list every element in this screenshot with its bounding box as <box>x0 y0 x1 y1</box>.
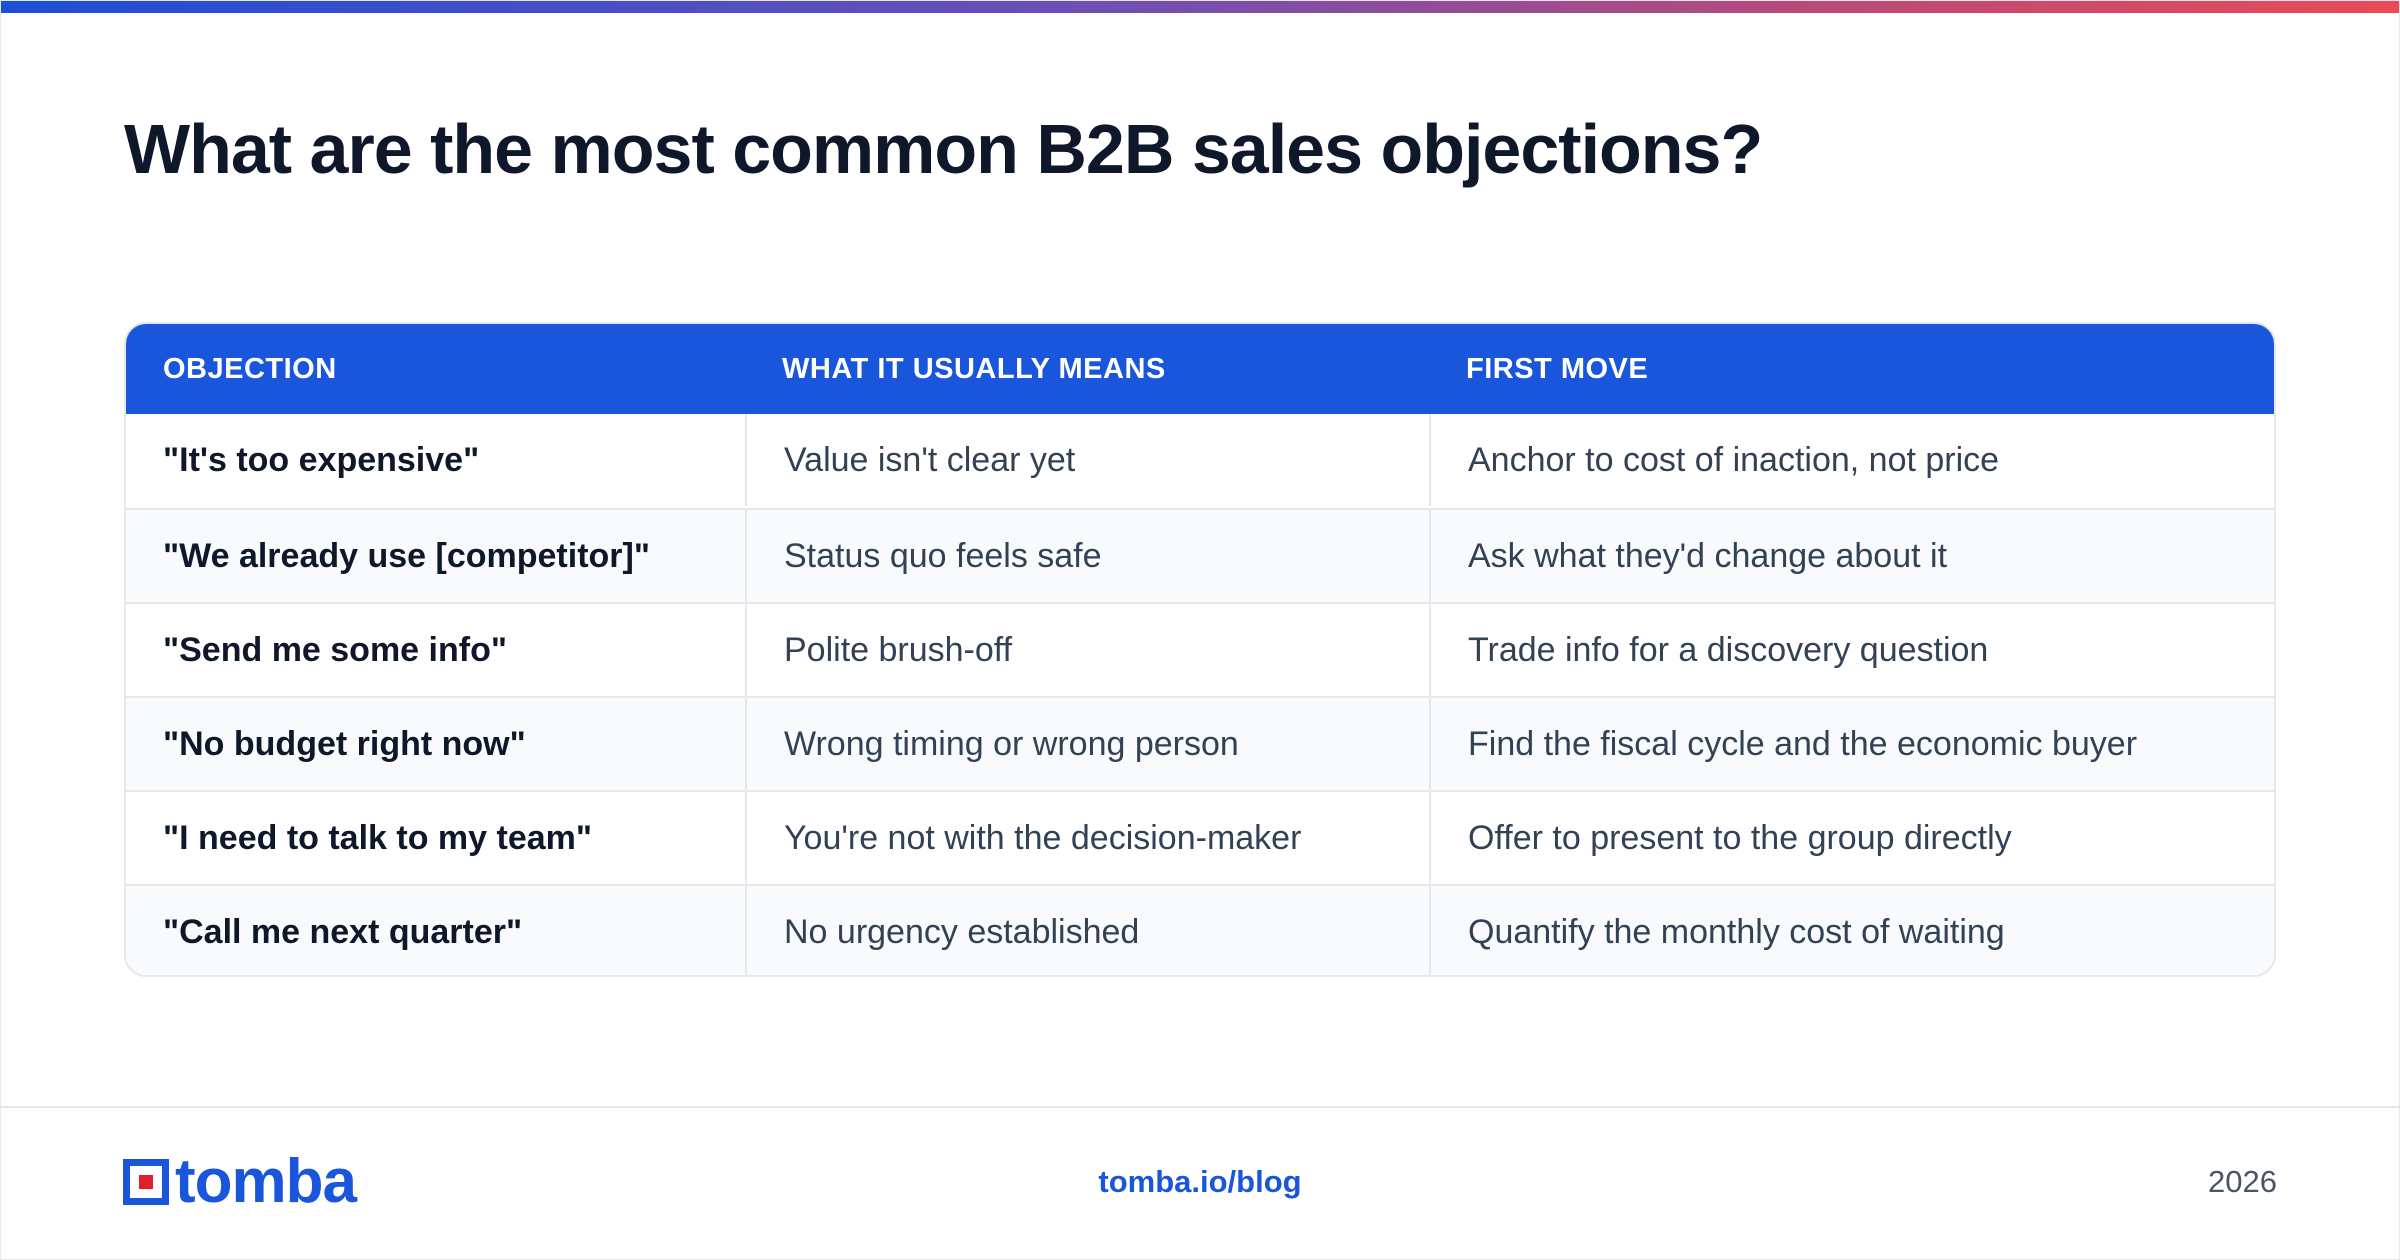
meaning-cell: Polite brush-off <box>745 604 1429 696</box>
objection-cell: "Call me next quarter" <box>163 913 523 951</box>
table-body: "It's too expensive" Value isn't clear y… <box>126 414 2274 975</box>
tomba-logo: tomba <box>123 1147 357 1216</box>
page-title: What are the most common B2B sales objec… <box>124 110 1763 188</box>
first-move-cell: Quantify the monthly cost of waiting <box>1429 886 2274 975</box>
first-move-cell: Trade info for a discovery question <box>1429 604 2274 696</box>
first-move-cell: Find the fiscal cycle and the economic b… <box>1429 698 2274 790</box>
table-row: "We already use [competitor]" Status quo… <box>126 508 2274 602</box>
table-row: "I need to talk to my team" You're not w… <box>126 790 2274 884</box>
header-meaning: WHAT IT USUALLY MEANS <box>782 353 1166 385</box>
objection-cell: "Send me some info" <box>163 631 507 669</box>
header-objection: OBJECTION <box>163 353 337 385</box>
objection-cell: "No budget right now" <box>163 725 526 763</box>
table-header: OBJECTION WHAT IT USUALLY MEANS FIRST MO… <box>126 324 2274 414</box>
logo-wordmark: tomba <box>175 1147 357 1216</box>
meaning-cell: Value isn't clear yet <box>745 414 1429 506</box>
first-move-cell: Offer to present to the group directly <box>1429 792 2274 884</box>
objection-cell: "It's too expensive" <box>163 441 480 479</box>
objections-table: OBJECTION WHAT IT USUALLY MEANS FIRST MO… <box>124 322 2276 977</box>
meaning-cell: No urgency established <box>745 886 1429 975</box>
first-move-cell: Ask what they'd change about it <box>1429 510 2274 602</box>
table-row: "Send me some info" Polite brush-off Tra… <box>126 602 2274 696</box>
table-row: "Call me next quarter" No urgency establ… <box>126 884 2274 975</box>
meaning-cell: Status quo feels safe <box>745 510 1429 602</box>
table-row: "No budget right now" Wrong timing or wr… <box>126 696 2274 790</box>
meaning-cell: Wrong timing or wrong person <box>745 698 1429 790</box>
first-move-cell: Anchor to cost of inaction, not price <box>1429 414 2274 506</box>
header-first-move: FIRST MOVE <box>1466 353 1649 385</box>
tomba-logo-icon <box>123 1159 169 1205</box>
meaning-cell: You're not with the decision-maker <box>745 792 1429 884</box>
footer-divider <box>1 1106 2399 1108</box>
top-gradient-bar <box>1 1 2399 13</box>
blog-link[interactable]: tomba.io/blog <box>1098 1164 1302 1199</box>
footer-year: 2026 <box>2208 1164 2277 1199</box>
objection-cell: "We already use [competitor]" <box>163 537 650 575</box>
objection-cell: "I need to talk to my team" <box>163 819 593 857</box>
table-row: "It's too expensive" Value isn't clear y… <box>126 414 2274 508</box>
